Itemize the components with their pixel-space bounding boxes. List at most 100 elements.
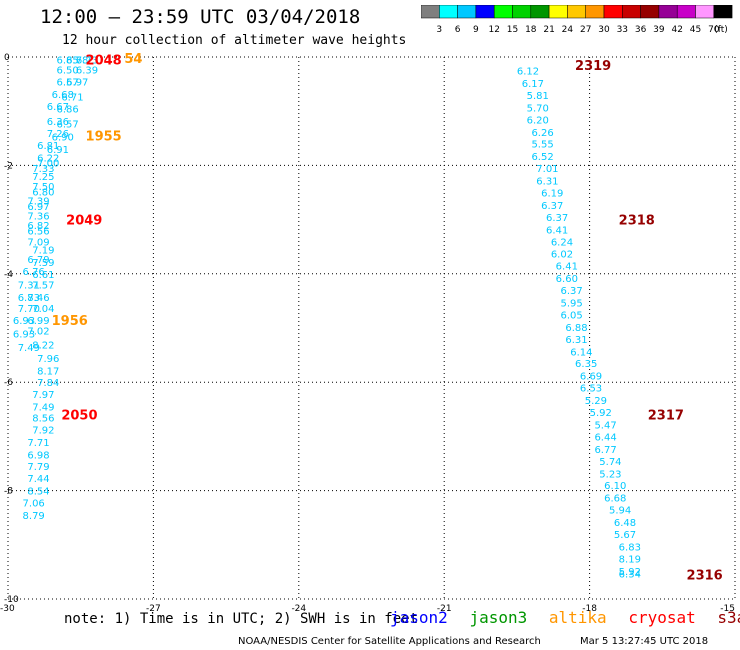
- swh-value-label: 7.31: [18, 281, 40, 292]
- colorbar-label: 6: [455, 25, 461, 35]
- time-label: 1956: [52, 314, 88, 329]
- swh-value-label: 6.53: [580, 384, 602, 395]
- units-note: note: 1) Time is in UTC; 2) SWH is in fe…: [64, 611, 419, 627]
- colorbar-label: 18: [525, 25, 537, 35]
- x-tick-label: -24: [291, 604, 306, 614]
- legend-altika: altika: [548, 608, 607, 627]
- swh-value-label: 6.83: [619, 542, 641, 553]
- swh-value-label: 6.02: [551, 250, 573, 261]
- swh-value-label: 8.17: [37, 366, 59, 377]
- swh-value-label: 6.57: [56, 77, 78, 88]
- swh-value-label: 6.41: [556, 262, 578, 273]
- swh-value-label: 5.29: [585, 396, 607, 407]
- swh-value-label: 7.39: [27, 197, 49, 208]
- swh-value-label: 6.14: [570, 347, 592, 358]
- swh-value-label: 6.76: [23, 267, 45, 278]
- swh-value-label: 8.56: [32, 413, 54, 424]
- swh-value-label: 8.79: [23, 511, 45, 522]
- swh-value-label: 7.92: [32, 425, 54, 436]
- swh-value-label: 8.54: [27, 487, 49, 498]
- time-label: 1955: [86, 130, 122, 145]
- swh-value-label: 6.56: [27, 226, 49, 237]
- colorbar-label: 24: [562, 25, 574, 35]
- swh-value-label: 6.57: [56, 120, 78, 131]
- swh-value-label: 6.37: [541, 201, 563, 212]
- swh-value-label: 7.49: [32, 403, 54, 414]
- swh-value-label: 7.04: [32, 304, 54, 315]
- colorbar-label: 33: [617, 25, 628, 35]
- swh-value-label: 6.79: [27, 255, 49, 266]
- colorbar-label: 36: [635, 25, 647, 35]
- swh-value-label: 5.23: [599, 469, 621, 480]
- swh-value-label: 5.94: [609, 506, 631, 517]
- time-label: 2050: [61, 409, 97, 424]
- x-tick-label: -30: [0, 604, 15, 614]
- satellite-legend: jason2 jason3 altika cryosat s3a: [390, 608, 740, 627]
- swh-value-label: 7.36: [27, 211, 49, 222]
- swh-value-label: 7.44: [27, 474, 49, 485]
- swh-value-label: 6.39: [76, 65, 98, 76]
- colorbar-label: 45: [690, 25, 701, 35]
- swh-value-label: 6.37: [546, 213, 568, 224]
- swh-value-label: 6.05: [561, 310, 583, 321]
- swh-value-label: 8.19: [619, 554, 641, 565]
- colorbar-label: 3: [436, 25, 442, 35]
- swh-value-label: 6.86: [56, 104, 78, 115]
- time-label: 2049: [66, 214, 102, 229]
- swh-value-label: 6.10: [604, 481, 626, 492]
- y-tick-label: -10: [4, 595, 19, 605]
- swh-value-label: 5.74: [599, 457, 621, 468]
- colorbar-label: 30: [598, 25, 610, 35]
- x-tick-label: -15: [720, 604, 735, 614]
- swh-value-label: 6.73: [76, 56, 98, 67]
- swh-value-label: 7.96: [37, 354, 59, 365]
- x-tick-label: -21: [437, 604, 452, 614]
- swh-value-label: 6.91: [47, 145, 69, 156]
- swh-value-label: 8.22: [32, 340, 54, 351]
- swh-value-label: 6.26: [531, 128, 553, 139]
- swh-value-label: 7.46: [27, 293, 49, 304]
- swh-value-label: 6.17: [522, 79, 544, 90]
- swh-value-label: 7.01: [536, 164, 558, 175]
- y-tick-label: -6: [4, 378, 13, 388]
- time-label: 2318: [619, 214, 655, 229]
- colorbar-label: 9: [473, 25, 479, 35]
- colorbar-label: 42: [671, 25, 682, 35]
- swh-value-label: 7.09: [27, 237, 49, 248]
- swh-value-label: 6.60: [556, 274, 578, 285]
- chart-title: 12:00 – 23:59 UTC 03/04/2018: [40, 6, 361, 28]
- swh-value-label: 6.44: [594, 432, 616, 443]
- swh-value-label: 6.85: [56, 56, 78, 67]
- swh-value-label: 6.37: [561, 286, 583, 297]
- colorbar-label: 12: [488, 25, 499, 35]
- legend-s3a: s3a: [717, 608, 740, 627]
- swh-value-label: 6.19: [541, 189, 563, 200]
- colorbar-label: 21: [543, 25, 554, 35]
- swh-value-label: 5.55: [531, 140, 553, 151]
- generated-timestamp: Mar 5 13:27:45 UTC 2018: [580, 636, 709, 647]
- swh-value-label: 7.71: [27, 438, 49, 449]
- swh-value-label: 7.49: [18, 343, 40, 354]
- swh-value-label: 6.97: [66, 77, 88, 88]
- swh-value-label: 6.82: [27, 221, 49, 232]
- swh-value-label: 5.47: [594, 420, 616, 431]
- swh-value-label: 6.80: [32, 187, 54, 198]
- swh-value-label: 7.79: [27, 462, 49, 473]
- y-tick-label: -2: [4, 161, 13, 171]
- swh-value-label: 6.97: [27, 202, 49, 213]
- colorbar-unit: (ft): [714, 25, 728, 35]
- swh-value-label: 6.83: [18, 293, 40, 304]
- colorbar-swatch: [713, 5, 733, 19]
- swh-value-label: 5.92: [590, 408, 612, 419]
- swh-value-label: 6.50: [56, 65, 78, 76]
- swh-value-label: 6.93: [13, 329, 35, 340]
- swh-value-label: 6.68: [52, 90, 74, 101]
- swh-value-label: 6.35: [575, 359, 597, 370]
- swh-value-label: 6.77: [594, 445, 616, 456]
- swh-value-label: 7.70: [18, 304, 40, 315]
- swh-value-label: 6.71: [61, 93, 83, 104]
- legend-jason2: jason2: [390, 608, 448, 627]
- swh-value-label: 6.41: [546, 225, 568, 236]
- swh-value-label: 6.88: [565, 323, 587, 334]
